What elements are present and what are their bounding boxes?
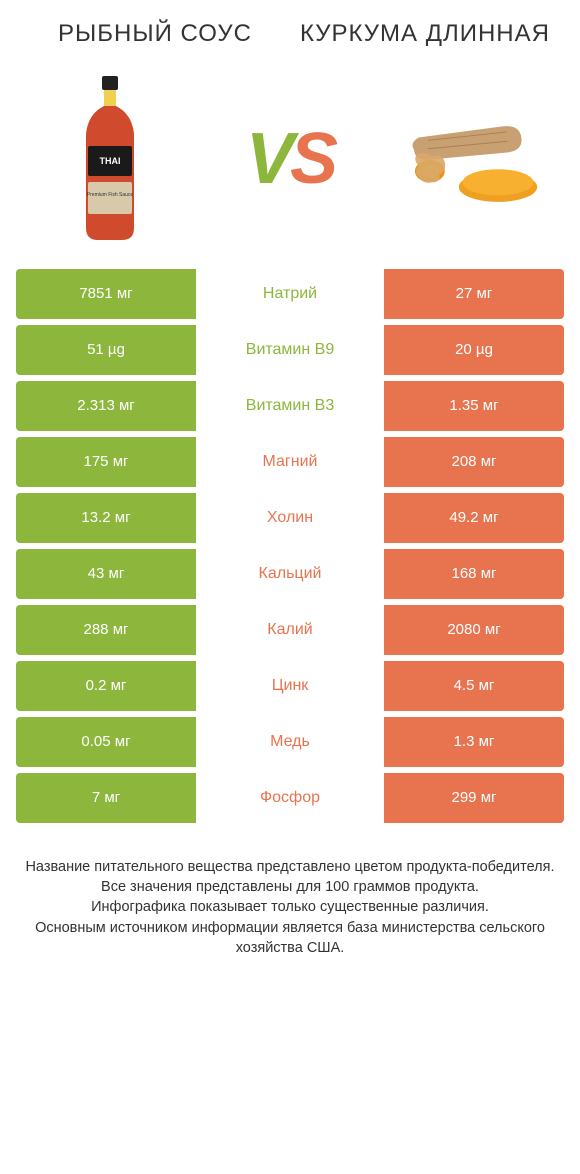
footer-line: Основным источником информации является … — [20, 918, 560, 959]
footer-line: Инфографика показывает только существенн… — [20, 897, 560, 917]
table-row: 2.313 мгВитамин B31.35 мг — [16, 381, 564, 431]
right-value: 168 мг — [384, 549, 564, 599]
turmeric-icon — [400, 104, 540, 214]
left-value: 7851 мг — [16, 269, 196, 319]
right-value: 20 µg — [384, 325, 564, 375]
table-row: 51 µgВитамин B920 µg — [16, 325, 564, 375]
left-product-image: THAI Premium Fish Sauce — [40, 69, 180, 249]
left-product-title: РЫБНЫЙ СОУС — [20, 20, 290, 49]
table-row: 175 мгМагний208 мг — [16, 437, 564, 487]
footer-notes: Название питательного вещества представл… — [0, 829, 580, 982]
left-value: 0.2 мг — [16, 661, 196, 711]
footer-line: Название питательного вещества представл… — [20, 857, 560, 877]
left-value: 288 мг — [16, 605, 196, 655]
right-product-title: КУРКУМА ДЛИННАЯ — [290, 20, 560, 49]
nutrient-name: Холин — [196, 493, 384, 543]
right-product-image — [400, 69, 540, 249]
left-value: 13.2 мг — [16, 493, 196, 543]
vs-v: V — [246, 119, 290, 199]
nutrient-name: Натрий — [196, 269, 384, 319]
table-row: 7 мгФосфор299 мг — [16, 773, 564, 823]
nutrient-name: Фосфор — [196, 773, 384, 823]
right-value: 2080 мг — [384, 605, 564, 655]
nutrient-name: Витамин B3 — [196, 381, 384, 431]
table-row: 0.05 мгМедь1.3 мг — [16, 717, 564, 767]
nutrient-name: Медь — [196, 717, 384, 767]
footer-line: Все значения представлены для 100 граммо… — [20, 877, 560, 897]
right-value: 4.5 мг — [384, 661, 564, 711]
left-value: 2.313 мг — [16, 381, 196, 431]
right-value: 49.2 мг — [384, 493, 564, 543]
left-value: 51 µg — [16, 325, 196, 375]
table-row: 13.2 мгХолин49.2 мг — [16, 493, 564, 543]
nutrient-name: Кальций — [196, 549, 384, 599]
nutrient-name: Витамин B9 — [196, 325, 384, 375]
svg-text:THAI: THAI — [100, 156, 121, 166]
header: РЫБНЫЙ СОУС КУРКУМА ДЛИННАЯ — [0, 0, 580, 59]
table-row: 0.2 мгЦинк4.5 мг — [16, 661, 564, 711]
left-value: 43 мг — [16, 549, 196, 599]
table-row: 43 мгКальций168 мг — [16, 549, 564, 599]
right-value: 27 мг — [384, 269, 564, 319]
right-value: 208 мг — [384, 437, 564, 487]
comparison-table: 7851 мгНатрий27 мг 51 µgВитамин B920 µg 2.… — [0, 269, 580, 823]
nutrient-name: Магний — [196, 437, 384, 487]
vs-label: VS — [246, 118, 334, 200]
svg-text:Premium Fish Sauce: Premium Fish Sauce — [87, 192, 134, 198]
table-row: 288 мгКалий2080 мг — [16, 605, 564, 655]
left-value: 0.05 мг — [16, 717, 196, 767]
vs-s: S — [290, 119, 334, 199]
nutrient-name: Калий — [196, 605, 384, 655]
left-value: 7 мг — [16, 773, 196, 823]
right-value: 1.35 мг — [384, 381, 564, 431]
right-value: 1.3 мг — [384, 717, 564, 767]
right-value: 299 мг — [384, 773, 564, 823]
images-row: THAI Premium Fish Sauce VS — [0, 59, 580, 269]
nutrient-name: Цинк — [196, 661, 384, 711]
left-value: 175 мг — [16, 437, 196, 487]
fish-sauce-bottle-icon: THAI Premium Fish Sauce — [70, 74, 150, 244]
table-row: 7851 мгНатрий27 мг — [16, 269, 564, 319]
